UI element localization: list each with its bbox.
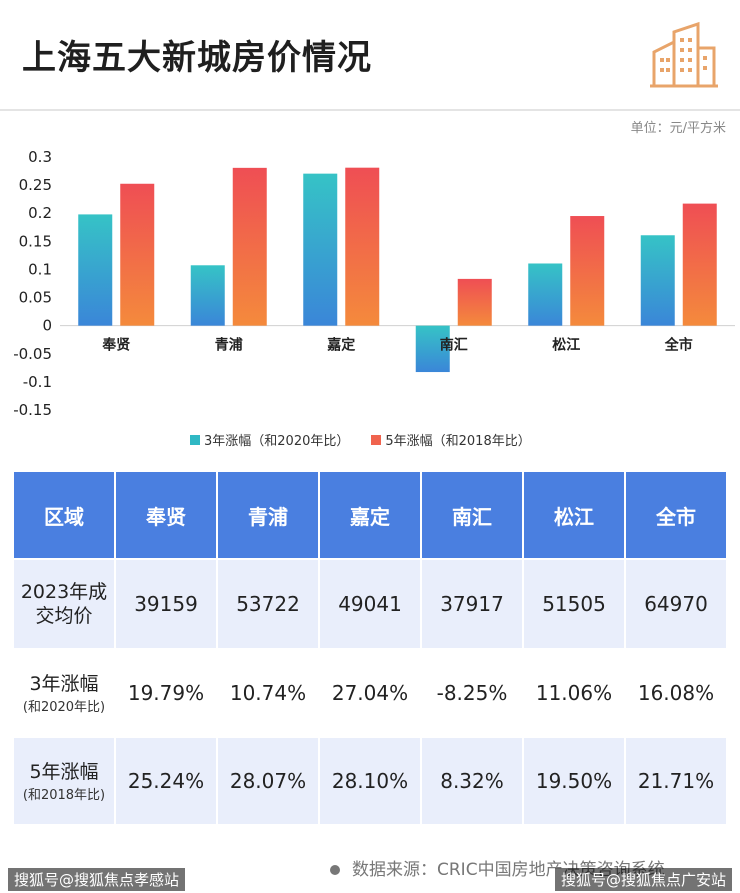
- table-header-cell: 奉贤: [116, 472, 216, 558]
- row-label-sub: (和2020年比): [22, 699, 106, 715]
- x-category-label: 南汇: [440, 337, 468, 354]
- legend-item-5yr: 5年涨幅（和2018年比）: [371, 430, 531, 449]
- row-label-line: 2023年成: [20, 581, 108, 603]
- y-tick-label: 0.1: [28, 260, 52, 278]
- bar-3yr: [190, 265, 225, 326]
- table-cell: 19.50%: [524, 738, 624, 824]
- bar-5yr: [120, 183, 155, 326]
- table-cell: -8.25%: [422, 650, 522, 736]
- table-cell: 39159: [116, 560, 216, 648]
- table-cell-highlight: 27.04%: [320, 650, 420, 736]
- table-header-cell: 松江: [524, 472, 624, 558]
- table-row: 5年涨幅 (和2018年比) 25.24% 28.07% 28.10% 8.32…: [14, 738, 726, 824]
- bar-5yr: [682, 203, 717, 326]
- bar-chart: 0.3 0.25 0.2 0.15 0.1 0.05 0 -0.05 -0.1 -0.15 奉贤 青浦…: [13, 148, 735, 419]
- row-label-line: 5年涨幅: [29, 760, 99, 783]
- y-tick-label: 0.05: [19, 289, 52, 307]
- price-table: 区域 奉贤 青浦 嘉定 南汇 松江 全市 2023年成 交均价 39159 53…: [12, 470, 728, 826]
- x-category-label: 松江: [552, 337, 580, 354]
- table-cell: 8.32%: [422, 738, 522, 824]
- table-header-cell: 青浦: [218, 472, 318, 558]
- table-cell: 21.71%: [626, 738, 726, 824]
- building-icon: [650, 21, 718, 88]
- y-tick-label: 0.15: [19, 232, 52, 250]
- table-header-cell: 区域: [14, 472, 114, 558]
- x-category-label: 青浦: [215, 337, 243, 354]
- y-tick-label: 0.25: [19, 176, 52, 194]
- y-tick-label: 0.2: [28, 204, 52, 222]
- table-cell-highlight: 28.10%: [320, 738, 420, 824]
- bar-3yr: [640, 235, 675, 326]
- legend-swatch-3yr: [190, 434, 200, 445]
- y-tick-label: -0.05: [13, 345, 52, 363]
- legend-label-3yr: 3年涨幅（和2020年比）: [204, 434, 350, 449]
- table-header-cell: 南汇: [422, 472, 522, 558]
- table-cell: 28.07%: [218, 738, 318, 824]
- y-tick-label: -0.1: [23, 373, 52, 391]
- table-row: 3年涨幅 (和2020年比) 19.79% 10.74% 27.04% -8.2…: [14, 650, 726, 736]
- bar-5yr: [570, 216, 605, 326]
- table-cell: 11.06%: [524, 650, 624, 736]
- table-cell: 64970: [626, 560, 726, 648]
- table-header-cell: 嘉定: [320, 472, 420, 558]
- row-label-line: 交均价: [35, 605, 93, 627]
- chart-legend: 3年涨幅（和2020年比） 5年涨幅（和2018年比）: [190, 430, 531, 449]
- bar-5yr: [232, 167, 267, 326]
- table-cell: 25.24%: [116, 738, 216, 824]
- legend-swatch-5yr: [371, 434, 382, 445]
- y-tick-label: 0: [42, 317, 52, 335]
- row-label-sub: (和2018年比): [22, 787, 106, 803]
- row-label: 2023年成 交均价: [14, 560, 114, 648]
- bar-5yr: [345, 167, 380, 326]
- table-cell: 53722: [218, 560, 318, 648]
- x-category-label: 奉贤: [102, 337, 130, 354]
- bar-3yr: [528, 263, 563, 326]
- y-tick-label: 0.3: [28, 148, 52, 166]
- x-category-label: 嘉定: [326, 337, 355, 354]
- bar-3yr: [78, 214, 113, 326]
- table-header-row: 区域 奉贤 青浦 嘉定 南汇 松江 全市: [14, 472, 726, 558]
- bar-3yr: [303, 173, 338, 326]
- bullet-icon: [330, 865, 340, 875]
- row-label: 3年涨幅 (和2020年比): [14, 650, 114, 736]
- table-row: 2023年成 交均价 39159 53722 49041 37917 51505…: [14, 560, 726, 648]
- table-cell: 19.79%: [116, 650, 216, 736]
- table-cell: 10.74%: [218, 650, 318, 736]
- x-category-label: 全市: [664, 337, 693, 354]
- watermark-left: 搜狐号@搜狐焦点孝感站: [8, 868, 186, 891]
- table-cell: 51505: [524, 560, 624, 648]
- row-label: 5年涨幅 (和2018年比): [14, 738, 114, 824]
- table-cell: 49041: [320, 560, 420, 648]
- bar-3yr: [415, 325, 450, 373]
- row-label-line: 3年涨幅: [29, 672, 99, 695]
- table-cell: 16.08%: [626, 650, 726, 736]
- y-tick-label: -0.15: [13, 401, 52, 419]
- bar-5yr: [457, 278, 492, 326]
- legend-label-5yr: 5年涨幅（和2018年比）: [385, 434, 531, 449]
- page-title: 上海五大新城房价情况: [22, 38, 372, 78]
- legend-item-3yr: 3年涨幅（和2020年比）: [190, 430, 349, 449]
- table-header-cell: 全市: [626, 472, 726, 558]
- header-divider: [0, 109, 740, 111]
- table-cell: 37917: [422, 560, 522, 648]
- watermark-right: 搜狐号@搜狐焦点广安站: [554, 868, 732, 891]
- unit-label: 单位：元/平方米: [630, 121, 726, 136]
